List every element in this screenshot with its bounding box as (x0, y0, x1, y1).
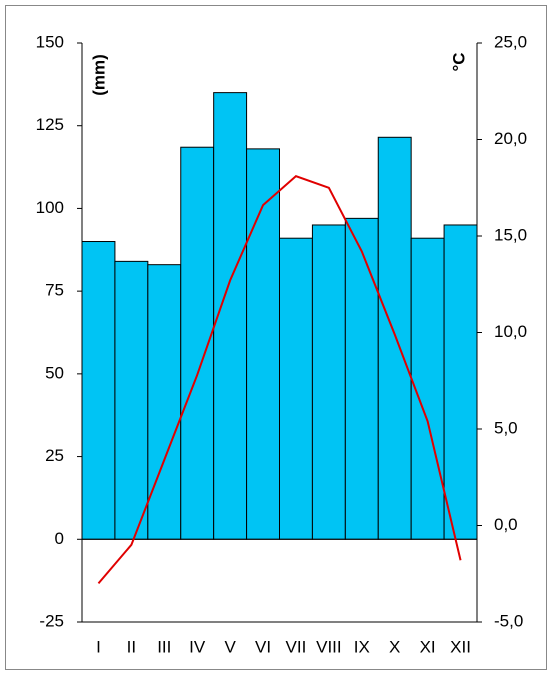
y2-tick-label: 5,0 (494, 418, 518, 437)
bar (410, 237, 445, 540)
y2-tick-label: -5,0 (494, 611, 523, 630)
y2-tick-label: 15,0 (494, 225, 527, 244)
y2-tick-label: 0,0 (494, 515, 518, 534)
y-tick-label: 125 (36, 115, 64, 134)
y-tick-label: 75 (45, 281, 64, 300)
x-tick-label: XI (420, 637, 436, 656)
y-tick-label: 50 (45, 363, 64, 382)
frame (5, 5, 547, 670)
x-tick-label: I (96, 637, 101, 656)
y-tick-label: 100 (36, 198, 64, 217)
bar (114, 260, 149, 540)
x-tick-label: V (224, 637, 236, 656)
bar (377, 136, 412, 540)
bar (344, 217, 379, 540)
x-tick-label: IV (189, 637, 206, 656)
x-tick-label: IX (354, 637, 370, 656)
x-tick-label: III (157, 637, 171, 656)
bar (279, 237, 313, 540)
y-axis-title: (mm) (89, 54, 108, 96)
bar (443, 224, 478, 540)
y2-tick-label: 25,0 (494, 32, 527, 51)
temperature-line (97, 175, 462, 585)
y2-tick-label: 10,0 (494, 322, 527, 341)
bar (213, 92, 248, 540)
bar (311, 224, 346, 540)
x-tick-label: II (127, 637, 136, 656)
y2-axis-title: °C (449, 52, 468, 71)
bar (147, 264, 182, 540)
x-tick-label: XII (450, 637, 471, 656)
y2-tick-label: 20,0 (494, 129, 527, 148)
y-tick-label: 150 (36, 32, 64, 51)
y-tick-label: -25 (39, 611, 64, 630)
x-tick-label: X (389, 637, 400, 656)
bar (81, 241, 116, 540)
y-tick-label: 25 (45, 446, 64, 465)
x-tick-label: VI (255, 637, 271, 656)
y-tick-label: 0 (55, 529, 64, 548)
x-tick-label: VII (286, 637, 307, 656)
x-tick-label: VIII (316, 637, 342, 656)
